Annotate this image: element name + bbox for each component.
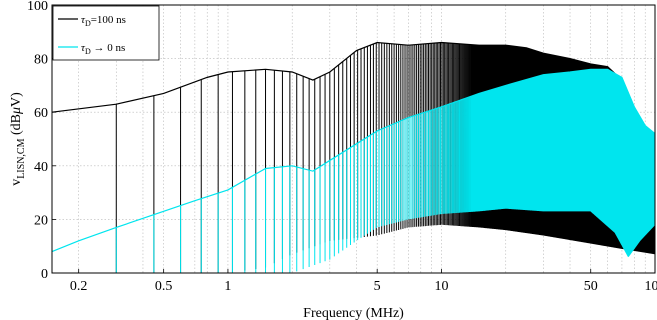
axis-ticks: 0.2 0.5 1 5 10 50 100 0 20 40 60 80 100	[27, 0, 657, 294]
legend-label: τD → 0 ns	[81, 42, 125, 56]
x-tick-label: 0.5	[155, 279, 173, 294]
plot-frame	[51, 4, 656, 274]
y-axis-label: vLISN,CM (dBμV)	[9, 92, 27, 186]
legend-entry: τD → 0 ns	[58, 42, 125, 56]
series-tau-0ns	[51, 68, 656, 273]
y-tick-label: 60	[34, 106, 48, 121]
legend-entry: τD=100 ns	[58, 14, 126, 28]
x-tick-label: 100	[645, 279, 657, 294]
series-envelope	[51, 41, 656, 167]
x-tick-label: 0.2	[70, 279, 88, 294]
legend: τD=100 ns τD → 0 ns	[52, 5, 160, 61]
x-tick-label: 10	[434, 279, 448, 294]
y-tick-label: 100	[27, 0, 48, 14]
y-tick-label: 0	[41, 267, 48, 282]
y-tick-label: 20	[34, 213, 48, 228]
legend-box	[52, 5, 160, 61]
x-axis-label: Frequency (MHz)	[303, 306, 404, 320]
y-tick-label: 80	[34, 53, 48, 68]
x-tick-label: 1	[224, 279, 231, 294]
x-tick-label: 5	[374, 279, 381, 294]
y-tick-label: 40	[34, 160, 48, 175]
x-tick-label: 50	[584, 279, 598, 294]
legend-label: τD=100 ns	[81, 14, 126, 28]
series-envelope	[51, 68, 656, 253]
